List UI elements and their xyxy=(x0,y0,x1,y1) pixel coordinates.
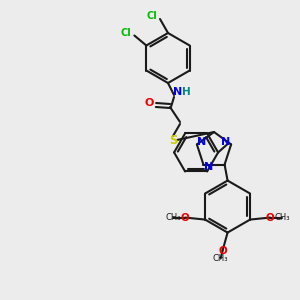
Text: Cl: Cl xyxy=(121,28,132,38)
Text: CH₃: CH₃ xyxy=(165,213,181,222)
Text: O: O xyxy=(144,98,154,108)
Text: N: N xyxy=(173,87,183,97)
Text: Cl: Cl xyxy=(147,11,158,21)
Text: O: O xyxy=(218,246,227,256)
Text: O: O xyxy=(266,213,274,223)
Text: N: N xyxy=(197,137,206,147)
Text: H: H xyxy=(182,87,190,97)
Text: N: N xyxy=(204,162,213,172)
Text: CH₃: CH₃ xyxy=(213,254,228,263)
Text: S: S xyxy=(169,134,177,148)
Text: CH₃: CH₃ xyxy=(274,213,290,222)
Text: N: N xyxy=(221,137,231,147)
Text: O: O xyxy=(181,213,189,223)
